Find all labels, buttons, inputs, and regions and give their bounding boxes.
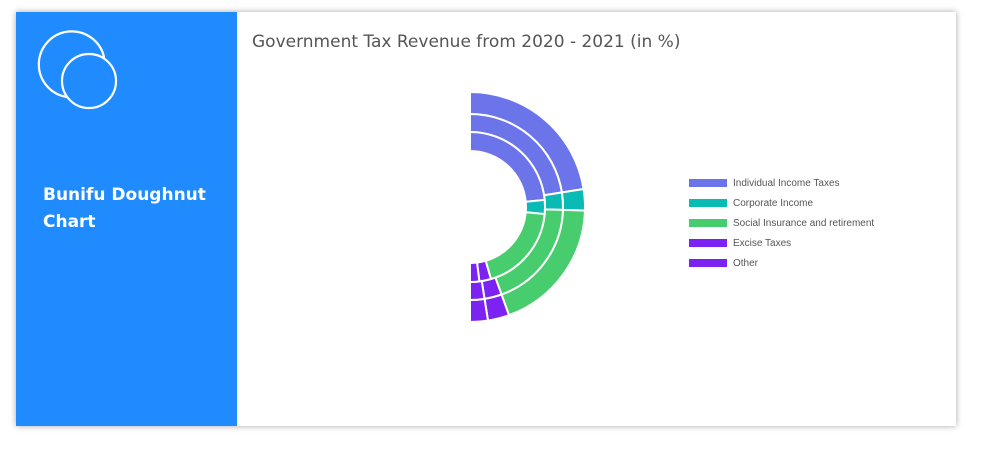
sidebar-title: Bunifu Doughnut Chart — [43, 185, 206, 232]
doughnut-slice — [469, 297, 490, 324]
legend-label: Excise Taxes — [733, 237, 792, 249]
bunifu-logo-icon — [37, 30, 118, 110]
legend-swatch — [689, 259, 727, 267]
chart-card: Bunifu Doughnut Chart Government Tax Rev… — [16, 12, 956, 426]
legend-label: Individual Income Taxes — [733, 177, 840, 189]
sidebar: Bunifu Doughnut Chart — [16, 12, 237, 426]
legend-label: Other — [733, 257, 759, 269]
legend-item: Social Insurance and retirement — [689, 213, 874, 233]
legend-swatch — [689, 179, 727, 187]
legend-item: Other — [689, 253, 874, 273]
chart-legend: Individual Income Taxes Corporate Income S… — [689, 173, 874, 273]
legend-label: Social Insurance and retirement — [733, 217, 875, 229]
legend-swatch — [689, 239, 727, 247]
legend-item: Corporate Income — [689, 193, 874, 213]
legend-swatch — [689, 199, 727, 207]
legend-item: Excise Taxes — [689, 233, 874, 253]
doughnut-slice — [542, 191, 564, 211]
doughnut-chart — [469, 92, 586, 324]
doughnut-slice — [469, 261, 481, 284]
doughnut-slice — [469, 279, 486, 302]
doughnut-slice — [560, 187, 586, 212]
chart-title: Government Tax Revenue from 2020 - 2021 … — [252, 32, 681, 52]
legend-item: Individual Income Taxes — [689, 173, 874, 193]
legend-label: Corporate Income — [733, 197, 814, 209]
legend-swatch — [689, 219, 727, 227]
